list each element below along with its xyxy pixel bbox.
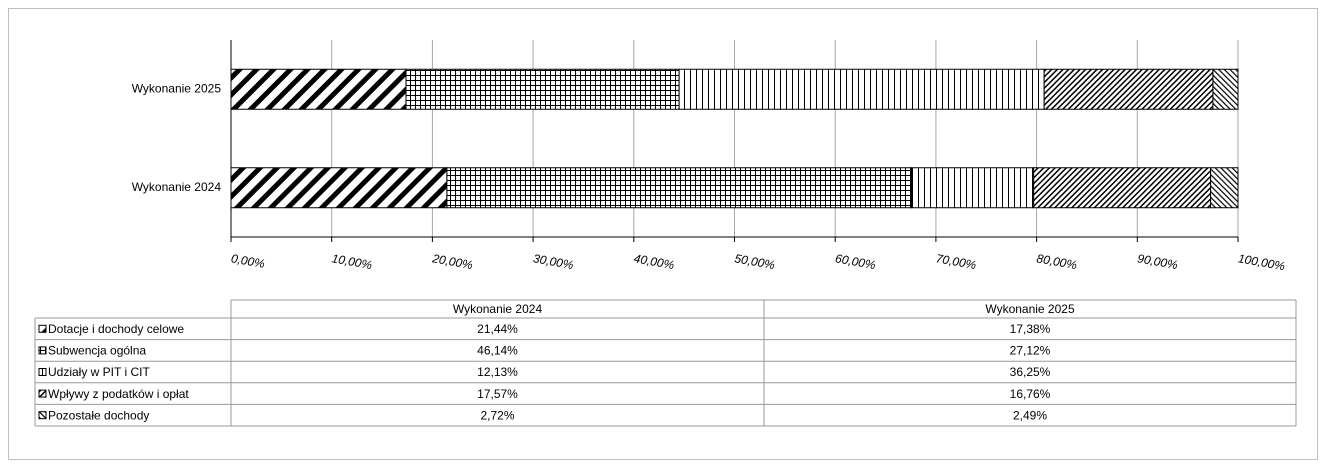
table-value: 17,38% xyxy=(1010,322,1051,336)
bar-segment xyxy=(230,167,448,209)
bar-segment xyxy=(405,68,680,110)
legend-key xyxy=(38,368,47,376)
bar-segment xyxy=(1033,167,1212,209)
table-value: 27,12% xyxy=(1010,344,1051,358)
x-tick-label: 0,00% xyxy=(230,251,266,271)
bar-segment xyxy=(446,167,913,209)
legend-key xyxy=(38,389,47,398)
bar-segment xyxy=(230,68,407,110)
table-value: 21,44% xyxy=(477,322,518,336)
table-value: 16,76% xyxy=(1010,387,1051,401)
y-tick-label: Wykonanie 2025 xyxy=(132,81,222,95)
legend-label: Subwencja ogólna xyxy=(48,344,146,358)
legend-key xyxy=(38,411,47,420)
legend-key xyxy=(38,346,47,355)
bar-segment xyxy=(678,68,1045,110)
table-value: 2,49% xyxy=(1013,408,1047,422)
table-value: 36,25% xyxy=(1010,365,1051,379)
legend-label: Pozostałe dochody xyxy=(48,408,149,422)
legend-label: Dotacje i dochody celowe xyxy=(48,322,184,336)
bar-segment xyxy=(1043,68,1214,110)
table-value: 17,57% xyxy=(477,387,518,401)
y-tick-label: Wykonanie 2024 xyxy=(132,180,222,194)
legend-label: Udziały w PIT i CIT xyxy=(48,365,150,379)
legend-key xyxy=(38,324,47,333)
legend-label: Wpływy z podatków i opłat xyxy=(48,387,189,401)
bar-segment xyxy=(1212,68,1239,110)
table-value: 46,14% xyxy=(477,344,518,358)
bar-segment xyxy=(911,167,1035,209)
table-header: Wykonanie 2025 xyxy=(985,302,1075,316)
table-value: 2,72% xyxy=(480,408,514,422)
table-header: Wykonanie 2024 xyxy=(453,302,543,316)
table-value: 12,13% xyxy=(477,365,518,379)
bar-segment xyxy=(1210,167,1239,209)
